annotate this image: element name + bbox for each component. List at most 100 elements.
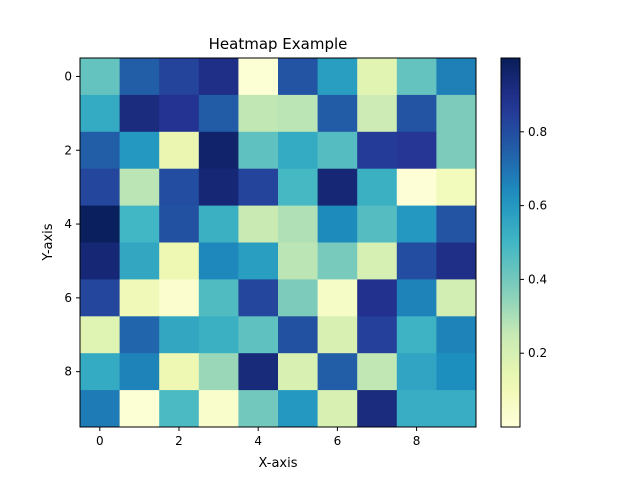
heatmap-cell xyxy=(278,131,318,170)
heatmap-cell xyxy=(159,279,200,317)
heatmap-cell xyxy=(436,131,477,170)
heatmap-cell xyxy=(357,316,398,354)
heatmap-cell xyxy=(357,131,398,170)
heatmap-cell xyxy=(198,205,239,243)
heatmap-cell xyxy=(159,131,200,170)
heatmap-cell xyxy=(198,58,239,96)
heatmap-cell xyxy=(238,390,279,428)
heatmap-cell xyxy=(317,279,358,317)
heatmap-cell xyxy=(80,390,120,428)
heatmap-cell xyxy=(357,168,398,206)
heatmap-cell xyxy=(159,390,200,428)
colorbar-ticks: 0.2 0.4 0.6 0.8 xyxy=(520,125,547,360)
heatmap-cell xyxy=(436,94,477,133)
heatmap-cell xyxy=(357,242,398,280)
heatmap-cell xyxy=(278,94,318,133)
colorbar-tick-label: 0.6 xyxy=(528,199,547,213)
heatmap-cell xyxy=(396,205,437,243)
colorbar-tick-label: 0.8 xyxy=(528,125,547,139)
heatmap-cell xyxy=(159,242,200,280)
heatmap-cell xyxy=(238,168,279,206)
heatmap-cell xyxy=(80,94,120,133)
heatmap-cell xyxy=(357,279,398,317)
heatmap-cell xyxy=(80,353,120,391)
heatmap-cell xyxy=(119,390,160,428)
heatmap-cell xyxy=(436,279,477,317)
heatmap-cell xyxy=(238,279,279,317)
heatmap-cell xyxy=(396,316,437,354)
heatmap-cell xyxy=(238,131,279,170)
heatmap-cell xyxy=(159,353,200,391)
heatmap-cell xyxy=(159,94,200,133)
heatmap-cell xyxy=(238,58,279,96)
heatmap-cell xyxy=(436,390,477,428)
colorbar-tick-label: 0.4 xyxy=(528,272,547,286)
heatmap-cell xyxy=(436,316,477,354)
heatmap-cell xyxy=(317,205,358,243)
heatmap-cell xyxy=(396,353,437,391)
y-tick-label: 8 xyxy=(64,365,72,379)
heatmap-cell xyxy=(357,353,398,391)
heatmap-cell xyxy=(238,316,279,354)
heatmap-cell xyxy=(119,131,160,170)
y-tick-label: 2 xyxy=(64,143,72,157)
heatmap-cell xyxy=(238,353,279,391)
heatmap-cell xyxy=(317,168,358,206)
heatmap-cell xyxy=(119,316,160,354)
heatmap-cell xyxy=(396,242,437,280)
heatmap-cell xyxy=(436,242,477,280)
heatmap-cell xyxy=(80,58,120,96)
heatmap-cell xyxy=(80,131,120,170)
heatmap-cell xyxy=(278,58,318,96)
y-tick-label: 0 xyxy=(64,69,72,83)
heatmap-cell xyxy=(119,168,160,206)
heatmap-cell xyxy=(436,205,477,243)
heatmap-cell xyxy=(396,390,437,428)
heatmap-cell xyxy=(159,168,200,206)
heatmap-cell xyxy=(436,353,477,391)
heatmap-cell xyxy=(396,131,437,170)
heatmap-cell xyxy=(238,205,279,243)
colorbar xyxy=(500,57,521,428)
x-axis-label: X-axis xyxy=(259,456,298,471)
y-tick-label: 6 xyxy=(64,291,72,305)
y-axis-ticks: 0 2 4 6 8 xyxy=(64,69,80,379)
heatmap-cell xyxy=(278,279,318,317)
chart-title: Heatmap Example xyxy=(209,35,348,53)
heatmap-cell xyxy=(198,131,239,170)
heatmap-cell xyxy=(198,94,239,133)
heatmap-cell xyxy=(278,390,318,428)
heatmap-cell xyxy=(317,316,358,354)
heatmap-cells xyxy=(80,58,477,428)
heatmap-cell xyxy=(80,242,120,280)
heatmap-cell xyxy=(80,205,120,243)
heatmap-cell xyxy=(317,390,358,428)
x-tick-label: 4 xyxy=(254,434,262,448)
heatmap-cell xyxy=(198,242,239,280)
heatmap-cell xyxy=(278,316,318,354)
heatmap-cell xyxy=(159,316,200,354)
heatmap-cell xyxy=(436,168,477,206)
heatmap-cell xyxy=(278,168,318,206)
heatmap-cell xyxy=(357,205,398,243)
heatmap-cell xyxy=(198,353,239,391)
x-tick-label: 0 xyxy=(96,434,104,448)
heatmap-cell xyxy=(396,168,437,206)
heatmap-cell xyxy=(198,168,239,206)
x-tick-label: 6 xyxy=(334,434,342,448)
heatmap-cell xyxy=(119,242,160,280)
heatmap-cell xyxy=(198,316,239,354)
x-axis-ticks: 0 2 4 6 8 xyxy=(96,427,420,448)
heatmap-cell xyxy=(80,316,120,354)
heatmap-cell xyxy=(80,168,120,206)
heatmap-cell xyxy=(80,279,120,317)
heatmap-cell xyxy=(357,58,398,96)
heatmap-cell xyxy=(396,58,437,96)
heatmap-cell xyxy=(317,353,358,391)
heatmap-cell xyxy=(159,205,200,243)
heatmap-cell xyxy=(119,94,160,133)
heatmap-cell xyxy=(119,205,160,243)
heatmap-cell xyxy=(317,58,358,96)
plot-frame xyxy=(79,57,477,428)
